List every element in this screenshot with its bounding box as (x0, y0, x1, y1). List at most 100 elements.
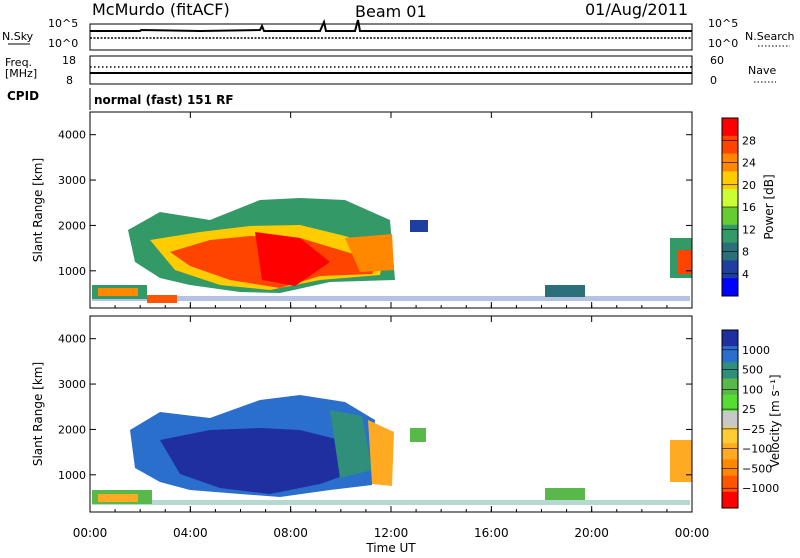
time-tick-label-1: 04:00 (173, 526, 208, 540)
time-tick-label-4: 16:00 (474, 526, 509, 540)
velocity-colorbar-swatch-3 (722, 378, 738, 396)
time-tick-label-0: 00:00 (73, 526, 108, 540)
velocity-colorbar-swatch-4 (722, 394, 738, 412)
velocity-blob-late (670, 440, 692, 482)
sky-noise-trace (90, 18, 692, 33)
power-blob-1130 (345, 234, 394, 272)
power-heatmap (92, 198, 692, 303)
velocity-colorbar-ticks: 1000 500 100 25 −25 −100 −500 −1000 (722, 344, 779, 495)
power-y-axis-label: Slant Range [km] (31, 158, 45, 262)
power-blob-late-inner (678, 250, 692, 274)
time-axis-labels: 00:00 04:00 08:00 12:00 16:00 20:00 00:00 (73, 526, 710, 540)
velocity-colorbar-swatch-0 (722, 330, 738, 347)
power-ground-band (92, 296, 690, 301)
freq-label: Freq. (5, 56, 32, 69)
power-colorbar-tick-label-2: 20 (742, 179, 756, 192)
nave-tick-low: 0 (710, 74, 717, 87)
power-colorbar-swatch-5 (722, 207, 738, 226)
velocity-colorbar-tick-label-7: −1000 (742, 482, 779, 495)
velocity-y-tick-label-2: 2000 (58, 423, 86, 436)
power-x-ticks (89, 112, 693, 308)
power-colorbar-swatch-8 (722, 260, 738, 279)
velocity-colorbar-tick-label-2: 100 (742, 383, 763, 396)
power-colorbar-swatch-3 (722, 171, 738, 190)
cpid-text: normal (fast) 151 RF (94, 93, 234, 107)
power-colorbar-tick-label-1: 24 (742, 157, 756, 170)
noise-tick-left-high: 10^5 (48, 17, 78, 30)
velocity-colorbar-swatch-5 (722, 410, 738, 428)
power-colorbar (722, 118, 738, 297)
velocity-blob-early-b (98, 494, 138, 502)
power-colorbar-label: Power [dB] (762, 174, 776, 239)
time-tick-label-6: 00:00 (675, 526, 710, 540)
power-colorbar-tick-label-3: 16 (742, 201, 756, 214)
velocity-colorbar-swatch-2 (722, 362, 738, 380)
power-colorbar-tick-label-6: 4 (742, 268, 749, 281)
power-y-tick-label-2: 2000 (58, 219, 86, 232)
velocity-colorbar-tick-label-1: 500 (742, 364, 763, 377)
power-colorbar-swatch-0 (722, 118, 738, 137)
time-tick-label-5: 20:00 (574, 526, 609, 540)
velocity-colorbar-swatch-6 (722, 427, 738, 444)
power-y-tick-label-1: 3000 (58, 174, 86, 187)
noise-tick-left-low: 10^0 (48, 37, 78, 50)
velocity-blob-2030 (545, 488, 585, 500)
velocity-heatmap (92, 395, 692, 505)
time-tick-label-2: 08:00 (273, 526, 308, 540)
power-colorbar-swatch-4 (722, 189, 738, 208)
power-blob-early-b (98, 288, 138, 296)
power-y-ticks: 4000 3000 2000 1000 (58, 129, 692, 278)
velocity-y-tick-label-1: 3000 (58, 378, 86, 391)
power-blob-early-c (147, 295, 177, 303)
velocity-blob-main-inner (160, 428, 360, 494)
power-colorbar-swatch-6 (722, 224, 738, 244)
noise-panel: N.Sky 10^5 10^0 10^5 10^0 N.Search (2, 17, 795, 51)
x-axis-label: Time UT (365, 541, 416, 554)
velocity-x-ticks (89, 316, 693, 512)
velocity-blob-1100 (330, 410, 372, 478)
nsearch-label: N.Search (745, 30, 795, 43)
power-y-tick-label-3: 1000 (58, 265, 86, 278)
date-title: 01/Aug/2011 (585, 0, 688, 19)
velocity-ground-band (92, 500, 690, 505)
velocity-colorbar-swatch-1 (722, 346, 738, 363)
velocity-panel: 4000 3000 2000 1000 Slant Range [km] 1000 50… (31, 315, 782, 513)
power-blob-main-core (255, 232, 330, 286)
velocity-colorbar-swatch-8 (722, 459, 738, 477)
velocity-colorbar-swatch-10 (722, 491, 738, 509)
velocity-y-ticks: 4000 3000 2000 1000 (58, 333, 692, 482)
power-blob-2030 (545, 285, 585, 297)
power-panel: 4000 3000 2000 1000 Slant Range [km] 28 24 20… (31, 111, 776, 309)
velocity-blob-1330 (410, 428, 426, 442)
velocity-y-tick-label-0: 4000 (58, 333, 86, 346)
velocity-colorbar-tick-label-3: 25 (742, 403, 756, 416)
time-tick-label-3: 12:00 (374, 526, 409, 540)
freq-panel-frame (89, 55, 693, 85)
power-colorbar-tick-label-5: 8 (742, 246, 749, 259)
velocity-colorbar-label: Velocity [m s⁻¹] (768, 374, 782, 467)
beam-title: Beam 01 (355, 2, 427, 21)
power-colorbar-swatch-9 (722, 278, 738, 297)
velocity-colorbar-tick-label-5: −100 (742, 443, 772, 456)
velocity-colorbar-frame (721, 329, 739, 509)
nave-label: Nave (748, 64, 776, 77)
noise-tick-right-high: 10^5 (708, 17, 738, 30)
freq-unit-label: [MHz] (5, 67, 37, 80)
cpid-panel: CPID normal (fast) 151 RF (7, 88, 234, 110)
nsky-label: N.Sky (2, 30, 34, 43)
nave-tick-high: 60 (710, 54, 724, 67)
power-blob-1330 (410, 220, 428, 232)
cpid-label: CPID (7, 89, 39, 103)
velocity-colorbar (722, 330, 738, 509)
velocity-y-axis-label: Slant Range [km] (31, 362, 45, 466)
station-title: McMurdo (fitACF) (92, 0, 230, 19)
freq-tick-high: 18 (62, 54, 76, 67)
power-colorbar-ticks: 28 24 20 16 12 8 4 (722, 134, 756, 281)
velocity-colorbar-tick-label-4: −25 (742, 423, 765, 436)
velocity-y-tick-label-3: 1000 (58, 469, 86, 482)
freq-tick-low: 8 (66, 74, 73, 87)
noise-tick-right-low: 10^0 (708, 37, 738, 50)
velocity-blob-1130 (368, 420, 394, 486)
power-y-tick-label-0: 4000 (58, 129, 86, 142)
